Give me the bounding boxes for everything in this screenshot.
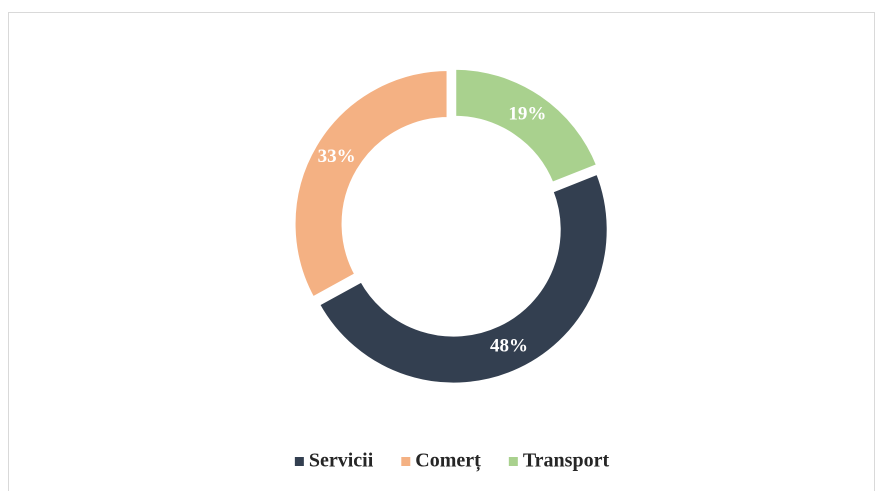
chart-border bbox=[8, 12, 875, 491]
legend-marker bbox=[508, 457, 518, 466]
donut-slice bbox=[452, 65, 601, 187]
data-label: 48% bbox=[490, 336, 528, 357]
data-label: 19% bbox=[508, 104, 546, 125]
legend-label: Servicii bbox=[309, 450, 374, 472]
legend-label: Transport bbox=[523, 450, 610, 472]
donut-slice bbox=[291, 66, 451, 302]
legend-label: Comerț bbox=[415, 450, 481, 473]
legend-marker bbox=[294, 457, 304, 466]
donut-slice bbox=[315, 169, 611, 387]
data-label: 33% bbox=[318, 146, 356, 167]
legend-marker bbox=[401, 457, 411, 466]
